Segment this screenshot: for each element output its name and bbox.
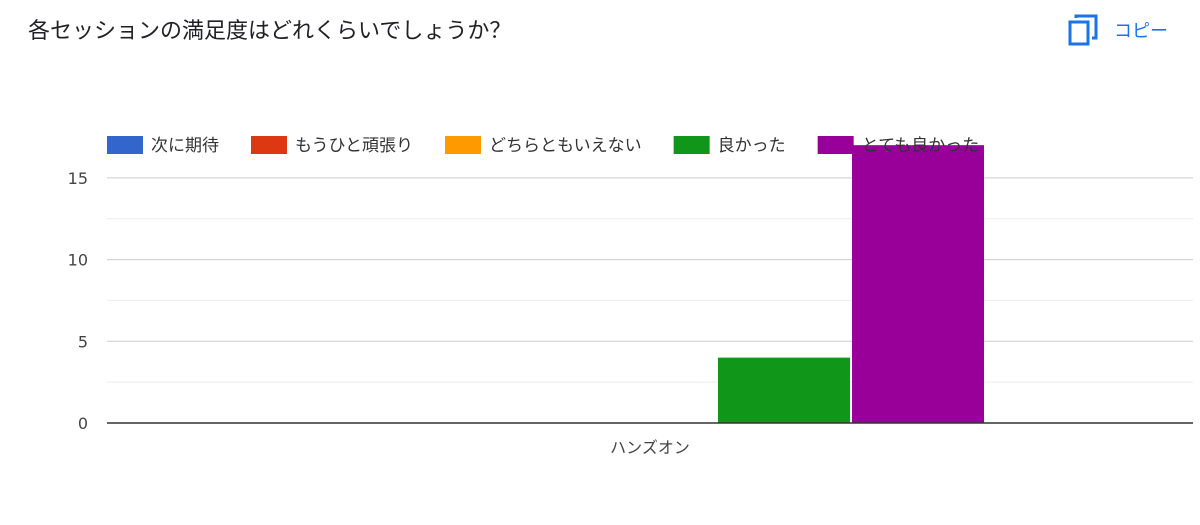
- y-tick-label: 0: [78, 414, 88, 433]
- legend-label: とても良かった: [862, 136, 980, 156]
- legend-item: もうひと頑張り: [251, 136, 413, 156]
- copy-icon: [1068, 14, 1098, 46]
- question-title: 各セッションの満足度はどれくらいでしょうか？: [28, 19, 512, 44]
- bar: [718, 357, 850, 423]
- copy-label: コピー: [1114, 21, 1168, 42]
- y-tick-label: 5: [78, 332, 88, 351]
- legend-item: 良かった: [673, 136, 786, 156]
- legend-swatch: [107, 136, 143, 154]
- legend-swatch: [444, 136, 481, 154]
- y-tick-label: 15: [68, 169, 88, 188]
- legend-swatch: [817, 136, 854, 154]
- legend-label: もうひと頑張り: [295, 136, 413, 156]
- bar: [852, 145, 984, 423]
- legend-label: どちらともいえない: [489, 136, 642, 156]
- y-tick-label: 10: [68, 251, 88, 270]
- legend-swatch: [251, 136, 287, 154]
- legend-swatch: [673, 136, 710, 154]
- legend-item: どちらともいえない: [444, 136, 642, 156]
- copy-button[interactable]: コピー: [1068, 12, 1168, 48]
- legend-label: 次に期待: [151, 136, 219, 156]
- x-category-label: ハンズオン: [610, 438, 690, 457]
- legend-item: とても良かった: [817, 136, 980, 156]
- legend-item: 次に期待: [107, 136, 219, 156]
- legend-label: 良かった: [718, 136, 786, 156]
